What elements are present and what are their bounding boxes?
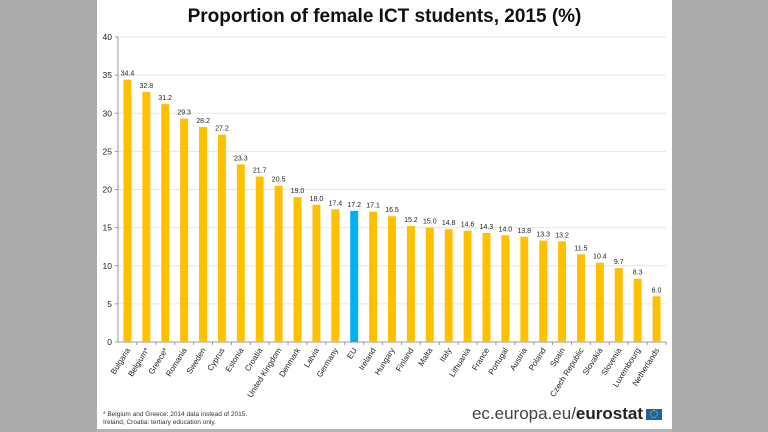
bar bbox=[161, 104, 170, 342]
data-label: 14.3 bbox=[480, 224, 494, 231]
data-label: 16.5 bbox=[385, 207, 399, 214]
bar bbox=[255, 176, 264, 342]
x-tick-label: Estonia bbox=[224, 346, 246, 374]
data-label: 14.8 bbox=[442, 220, 456, 227]
bar bbox=[217, 134, 226, 342]
data-label: 10.4 bbox=[593, 254, 607, 261]
bar bbox=[425, 227, 434, 342]
data-label: 28.2 bbox=[196, 118, 210, 125]
bar bbox=[558, 241, 567, 342]
x-tick-label: Malta bbox=[416, 346, 434, 368]
bar bbox=[406, 226, 415, 342]
data-label: 34.4 bbox=[121, 71, 135, 78]
y-tick-label: 40 bbox=[103, 32, 113, 42]
x-tick-label: EU bbox=[345, 346, 359, 360]
data-label: 27.2 bbox=[215, 126, 229, 133]
bar bbox=[501, 235, 510, 342]
bar bbox=[595, 262, 604, 342]
y-tick-label: 0 bbox=[107, 337, 112, 347]
bar bbox=[331, 209, 340, 342]
data-label: 6.0 bbox=[652, 287, 662, 294]
bar bbox=[463, 230, 472, 342]
bar bbox=[293, 197, 302, 342]
bar bbox=[388, 216, 396, 342]
data-label: 14.0 bbox=[499, 226, 513, 233]
bar bbox=[614, 268, 623, 342]
chart-panel: Proportion of female ICT students, 2015 … bbox=[97, 0, 672, 432]
data-label: 20.5 bbox=[272, 177, 286, 184]
data-label: 11.5 bbox=[574, 245, 587, 252]
y-tick-label: 30 bbox=[103, 108, 113, 118]
bar bbox=[633, 278, 642, 342]
bar bbox=[482, 232, 491, 342]
eu-flag-icon bbox=[646, 408, 662, 420]
bar bbox=[236, 164, 245, 342]
footnote-line: Ireland, Croatia: tertiary education onl… bbox=[103, 419, 216, 426]
data-label: 13.2 bbox=[555, 232, 569, 239]
footnote: * Belgium and Greece: 2014 data instead … bbox=[103, 411, 247, 427]
data-label: 17.1 bbox=[366, 203, 380, 210]
data-label: 15.2 bbox=[404, 217, 418, 224]
bar bbox=[444, 229, 453, 342]
chart-title: Proportion of female ICT students, 2015 … bbox=[187, 6, 582, 27]
y-tick-label: 5 bbox=[107, 299, 112, 309]
bar-chart: 051015202530354034.4Bulgaria32.8Belgium*… bbox=[103, 32, 667, 399]
y-tick-label: 20 bbox=[103, 185, 113, 195]
x-tick-label: Austria bbox=[508, 346, 529, 372]
eurostat-brand: ec.europa.eu/eurostat bbox=[472, 404, 662, 424]
bar bbox=[274, 185, 283, 342]
bar bbox=[350, 210, 359, 342]
data-label: 21.7 bbox=[253, 168, 267, 175]
data-label: 13.8 bbox=[517, 228, 531, 235]
x-tick-label: Finland bbox=[394, 346, 416, 373]
bar bbox=[520, 236, 529, 342]
data-label: 19.0 bbox=[291, 188, 305, 195]
data-label: 17.4 bbox=[328, 200, 342, 207]
bar bbox=[652, 296, 661, 342]
bar bbox=[539, 240, 548, 342]
x-tick-label: Latvia bbox=[302, 346, 321, 369]
bar bbox=[312, 204, 321, 342]
brand-name: eurostat bbox=[575, 404, 643, 423]
bar bbox=[199, 126, 208, 342]
footnote-line: * Belgium and Greece: 2014 data instead … bbox=[103, 411, 248, 418]
y-tick-label: 15 bbox=[103, 223, 113, 233]
bar bbox=[180, 118, 189, 343]
y-tick-label: 10 bbox=[103, 261, 113, 271]
data-label: 32.8 bbox=[140, 83, 154, 90]
brand-prefix: ec.europa.eu/ bbox=[471, 404, 576, 423]
data-label: 9.7 bbox=[614, 259, 624, 266]
data-label: 13.3 bbox=[536, 232, 550, 239]
y-tick-label: 25 bbox=[103, 146, 113, 156]
y-tick-label: 35 bbox=[103, 70, 113, 80]
bar bbox=[369, 211, 378, 342]
x-tick-label: Poland bbox=[527, 346, 548, 372]
x-tick-label: Italy bbox=[438, 346, 453, 363]
x-tick-label: Spain bbox=[548, 346, 566, 368]
bar bbox=[142, 91, 151, 343]
data-label: 14.6 bbox=[461, 222, 475, 229]
data-label: 31.2 bbox=[158, 95, 172, 102]
bar bbox=[123, 79, 132, 342]
data-label: 15.0 bbox=[423, 219, 437, 226]
data-label: 18.0 bbox=[310, 196, 324, 203]
data-label: 29.3 bbox=[177, 110, 191, 117]
bar bbox=[576, 254, 585, 342]
data-label: 8.3 bbox=[633, 270, 643, 277]
bottom-divider bbox=[97, 429, 672, 432]
data-label: 17.2 bbox=[347, 202, 361, 209]
data-label: 23.3 bbox=[234, 155, 248, 162]
